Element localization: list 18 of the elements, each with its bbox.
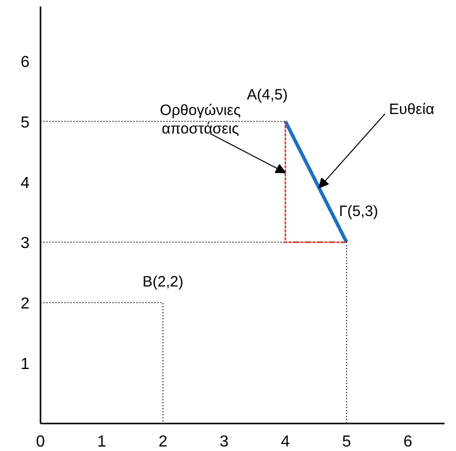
x-tick-label: 2 xyxy=(158,434,168,450)
x-tick-label: 0 xyxy=(36,434,46,450)
y-tick-label: 6 xyxy=(20,54,30,71)
annotation: Ορθογώνιες αποστάσεις xyxy=(160,102,241,138)
x-tick-label: 4 xyxy=(280,434,290,450)
x-tick-label: 3 xyxy=(220,434,229,450)
y-tick-label: 4 xyxy=(20,174,30,192)
annotation: Ευθεία xyxy=(389,100,435,118)
annotation: B(2,2) xyxy=(142,274,184,291)
y-tick-label: 2 xyxy=(20,296,30,313)
y-tick-label: 5 xyxy=(20,114,30,132)
x-tick-label: 5 xyxy=(342,434,352,450)
annotation: Γ(5,3) xyxy=(339,203,378,220)
y-tick-label: 3 xyxy=(20,235,30,252)
x-tick-label: 6 xyxy=(403,434,412,450)
y-tick-label: 1 xyxy=(20,356,30,374)
annotation: A(4,5) xyxy=(246,86,288,104)
x-tick-label: 1 xyxy=(97,434,106,450)
